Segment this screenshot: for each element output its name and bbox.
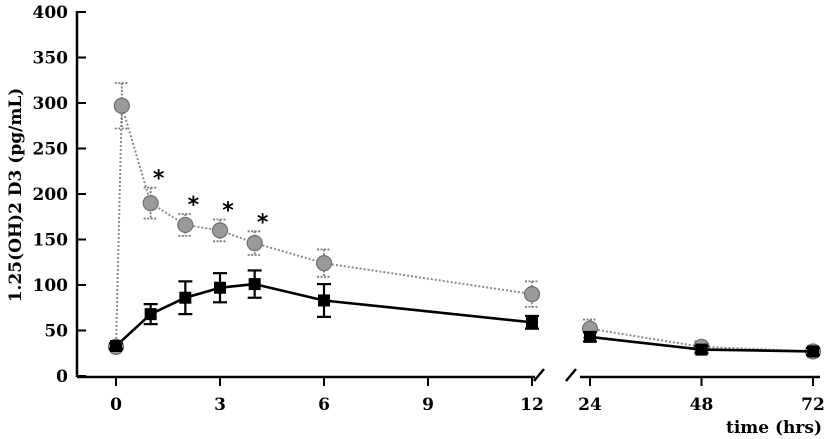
data-point xyxy=(523,286,541,303)
x-axis-title: time (hrs) xyxy=(726,418,822,438)
significance-marker: * xyxy=(257,210,269,235)
data-point xyxy=(526,316,538,329)
data-point xyxy=(214,281,226,294)
y-tick-label: 400 xyxy=(33,3,69,23)
series-line-left xyxy=(115,104,533,347)
y-tick-label: 50 xyxy=(44,322,68,342)
series-dotted-gray-diamond xyxy=(107,82,822,360)
x-tick-label: 9 xyxy=(422,395,434,415)
data-point xyxy=(177,216,194,234)
data-point xyxy=(248,278,261,291)
series-layer xyxy=(107,82,822,360)
y-tick-label: 250 xyxy=(33,140,69,160)
data-point xyxy=(211,222,229,239)
x-tick-label: 72 xyxy=(801,395,825,415)
y-axis-title: 1.25(OH)2 D3 (pg/mL) xyxy=(6,88,26,303)
y-tick-label: 0 xyxy=(56,367,68,387)
data-point xyxy=(695,343,708,356)
y-tick-label: 350 xyxy=(33,49,69,69)
data-point xyxy=(144,308,157,321)
data-point xyxy=(142,195,159,212)
y-tick-label: 100 xyxy=(33,276,69,296)
data-point xyxy=(807,345,819,358)
data-point xyxy=(315,255,333,272)
y-ticks: 0 50 100 150 200 250 300 350 400 xyxy=(33,3,86,387)
data-point xyxy=(110,339,122,352)
y-tick-label: 150 xyxy=(33,231,69,251)
x-tick-label: 12 xyxy=(520,395,544,415)
series-solid-black-square xyxy=(109,269,820,358)
significance-marker: * xyxy=(222,198,234,223)
x-ticks: 0 3 6 9 12 24 48 72 xyxy=(110,377,825,415)
x-tick-label: 48 xyxy=(690,395,714,415)
data-point xyxy=(584,330,596,343)
significance-marker: * xyxy=(188,193,200,218)
x-tick-label: 0 xyxy=(110,395,122,415)
error-bar xyxy=(317,248,331,278)
significance-markers: * * * * xyxy=(153,167,269,236)
significance-marker: * xyxy=(153,167,165,192)
x-tick-label: 24 xyxy=(578,395,602,415)
y-tick-label: 300 xyxy=(33,94,69,114)
y-tick-label: 200 xyxy=(33,185,69,205)
error-bar xyxy=(525,280,539,308)
data-point xyxy=(179,291,192,304)
data-point xyxy=(113,97,130,114)
x-tick-label: 3 xyxy=(214,395,226,415)
x-tick-label: 6 xyxy=(318,395,330,415)
data-point xyxy=(318,294,330,307)
data-point xyxy=(246,235,263,252)
axis-break-left xyxy=(533,368,545,382)
axis-break-right xyxy=(565,368,577,382)
y-axis: 0 50 100 150 200 250 300 350 400 xyxy=(33,3,86,387)
